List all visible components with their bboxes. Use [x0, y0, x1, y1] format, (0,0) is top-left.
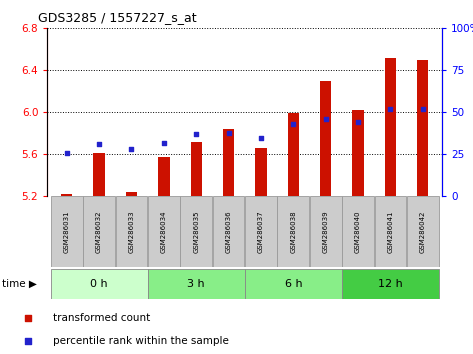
Text: GSM286034: GSM286034 — [161, 211, 167, 253]
Point — [63, 150, 70, 156]
Point — [267, 241, 275, 247]
FancyBboxPatch shape — [278, 196, 309, 267]
Point — [322, 116, 330, 122]
Text: 0 h: 0 h — [90, 279, 108, 289]
Bar — [94, 153, 105, 196]
Text: percentile rank within the sample: percentile rank within the sample — [53, 336, 229, 346]
Point — [193, 131, 200, 137]
Point — [160, 140, 167, 145]
Text: GSM286037: GSM286037 — [258, 211, 264, 253]
Text: GSM286036: GSM286036 — [226, 211, 232, 253]
FancyBboxPatch shape — [148, 269, 245, 299]
FancyBboxPatch shape — [148, 196, 180, 267]
FancyBboxPatch shape — [245, 196, 277, 267]
Text: GDS3285 / 1557227_s_at: GDS3285 / 1557227_s_at — [38, 11, 196, 24]
Bar — [320, 81, 332, 196]
Bar — [126, 192, 137, 196]
Point — [354, 120, 362, 125]
Text: GSM286031: GSM286031 — [64, 211, 70, 253]
Bar — [352, 110, 364, 196]
Bar — [385, 58, 396, 196]
FancyBboxPatch shape — [310, 196, 342, 267]
FancyBboxPatch shape — [115, 196, 147, 267]
Text: GSM286041: GSM286041 — [387, 211, 394, 253]
Bar — [255, 148, 267, 196]
FancyBboxPatch shape — [342, 269, 439, 299]
Text: time ▶: time ▶ — [2, 279, 37, 289]
Text: 3 h: 3 h — [187, 279, 205, 289]
FancyBboxPatch shape — [375, 196, 406, 267]
Point — [128, 147, 135, 152]
Text: GSM286038: GSM286038 — [290, 211, 297, 253]
FancyBboxPatch shape — [213, 196, 245, 267]
Text: GSM286040: GSM286040 — [355, 211, 361, 253]
Text: GSM286035: GSM286035 — [193, 211, 199, 253]
Text: GSM286032: GSM286032 — [96, 211, 102, 253]
Text: GSM286033: GSM286033 — [129, 211, 134, 253]
Bar — [417, 60, 429, 196]
Text: 6 h: 6 h — [285, 279, 302, 289]
Bar — [223, 129, 234, 196]
Point — [225, 130, 232, 136]
Text: transformed count: transformed count — [53, 313, 150, 323]
Text: 12 h: 12 h — [378, 279, 403, 289]
Bar — [288, 113, 299, 196]
Point — [96, 142, 103, 147]
Text: GSM286039: GSM286039 — [323, 211, 329, 253]
FancyBboxPatch shape — [83, 196, 115, 267]
FancyBboxPatch shape — [51, 269, 148, 299]
Point — [289, 121, 297, 127]
Bar — [191, 142, 202, 196]
Point — [267, 32, 275, 38]
FancyBboxPatch shape — [180, 196, 212, 267]
Text: GSM286042: GSM286042 — [420, 211, 426, 253]
FancyBboxPatch shape — [342, 196, 374, 267]
Bar — [61, 194, 72, 196]
Point — [257, 135, 265, 141]
Point — [386, 106, 394, 112]
FancyBboxPatch shape — [245, 269, 342, 299]
Point — [419, 106, 427, 112]
FancyBboxPatch shape — [407, 196, 438, 267]
FancyBboxPatch shape — [51, 196, 83, 267]
Bar — [158, 156, 169, 196]
